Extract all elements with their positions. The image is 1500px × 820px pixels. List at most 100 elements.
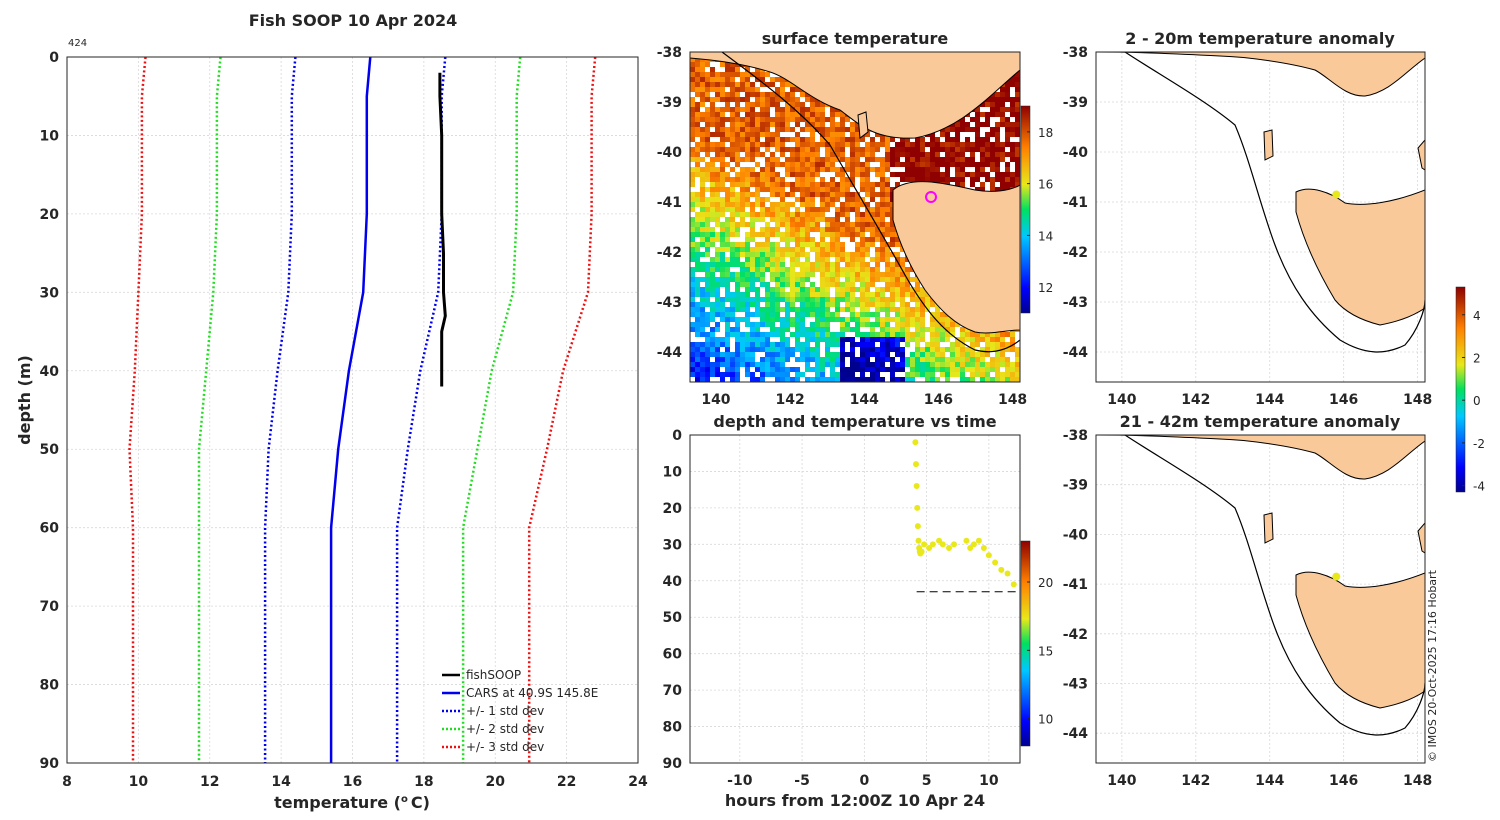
sst-pixel	[940, 177, 945, 182]
sst-pixel	[765, 177, 770, 182]
sst-pixel	[800, 192, 805, 197]
sst-pixel	[810, 107, 815, 112]
sst-pixel	[825, 272, 830, 277]
sst-pixel	[985, 172, 990, 177]
sst-pixel	[830, 377, 835, 382]
sst-pixel	[1015, 87, 1020, 92]
sst-pixel	[995, 92, 1000, 97]
sst-pixel	[850, 287, 855, 292]
sst-pixel	[710, 67, 715, 72]
profile-y-tick-label: 10	[40, 128, 60, 144]
sst-pixel	[775, 192, 780, 197]
sst-pixel	[935, 162, 940, 167]
time-y-tick-label: 90	[663, 756, 683, 772]
sst-pixel	[770, 212, 775, 217]
sst-pixel	[940, 327, 945, 332]
anom2-location-marker	[1332, 572, 1341, 581]
sst-pixel	[905, 322, 910, 327]
sst-pixel	[910, 167, 915, 172]
sst-pixel	[820, 277, 825, 282]
sst-pixel	[750, 362, 755, 367]
sst-pixel	[860, 162, 865, 167]
sst-pixel	[845, 182, 850, 187]
sst-pixel	[995, 102, 1000, 107]
sst-pixel	[720, 127, 725, 132]
sst-pixel	[700, 72, 705, 77]
sst-pixel	[725, 62, 730, 67]
sst-pixel	[705, 287, 710, 292]
sst-pixel	[865, 132, 870, 137]
sst-pixel	[755, 297, 760, 302]
sst-pixel	[700, 187, 705, 192]
sst-pixel	[835, 212, 840, 217]
sst-pixel	[770, 187, 775, 192]
sst-pixel	[990, 342, 995, 347]
sst-pixel	[795, 282, 800, 287]
sst-pixel	[935, 367, 940, 372]
sst-pixel	[830, 182, 835, 187]
sst-pixel	[840, 272, 845, 277]
sst-pixel	[925, 302, 930, 307]
sst-pixel	[735, 362, 740, 367]
sst-pixel	[755, 287, 760, 292]
sst-pixel	[710, 187, 715, 192]
sst-pixel	[930, 162, 935, 167]
sst-pixel	[800, 217, 805, 222]
sst-pixel	[700, 227, 705, 232]
sst-pixel	[745, 262, 750, 267]
sst-pixel	[735, 117, 740, 122]
sst-pixel	[750, 217, 755, 222]
sst-pixel	[1015, 147, 1020, 152]
sst-pixel	[820, 312, 825, 317]
sst-pixel	[930, 137, 935, 142]
sst-pixel	[785, 302, 790, 307]
sst-pixel	[765, 142, 770, 147]
sst-pixel	[840, 202, 845, 207]
sst-pixel	[690, 372, 695, 377]
sst-pixel	[895, 252, 900, 257]
sst-pixel	[960, 167, 965, 172]
sst-pixel	[820, 307, 825, 312]
sst-pixel	[780, 202, 785, 207]
sst-pixel	[710, 302, 715, 307]
sst-pixel	[760, 277, 765, 282]
sst-pixel	[880, 327, 885, 332]
sst-pixel	[725, 307, 730, 312]
sst-pixel	[725, 272, 730, 277]
sst-pixel	[860, 242, 865, 247]
sst-pixel	[775, 137, 780, 142]
sst-pixel	[925, 367, 930, 372]
sst-pixel	[995, 377, 1000, 382]
sst-pixel	[910, 357, 915, 362]
sst-pixel	[725, 322, 730, 327]
sst-pixel	[815, 167, 820, 172]
sst-pixel	[695, 102, 700, 107]
sst-pixel	[865, 167, 870, 172]
sst-pixel	[855, 152, 860, 157]
sst-pixel	[825, 242, 830, 247]
sst-pixel	[900, 292, 905, 297]
sst-pixel	[810, 307, 815, 312]
sst-pixel	[695, 87, 700, 92]
sst-y-tick-label: -41	[657, 195, 682, 211]
sst-pixel	[905, 372, 910, 377]
sst-pixel	[1000, 357, 1005, 362]
sst-pixel	[700, 217, 705, 222]
sst-pixel	[830, 177, 835, 182]
sst-pixel	[870, 352, 875, 357]
sst-pixel	[845, 142, 850, 147]
sst-pixel	[820, 242, 825, 247]
sst-pixel	[700, 142, 705, 147]
time-colorbar	[1020, 540, 1031, 747]
sst-pixel	[805, 172, 810, 177]
sst-pixel	[695, 357, 700, 362]
sst-pixel	[900, 172, 905, 177]
sst-pixel	[845, 337, 850, 342]
sst-pixel	[845, 167, 850, 172]
sst-pixel	[770, 357, 775, 362]
sst-pixel	[825, 157, 830, 162]
sst-pixel	[710, 112, 715, 117]
sst-pixel	[885, 227, 890, 232]
profile-panel: Fish SOOP 10 Apr 2024 424 8 10 12 14 16 18 20 2…	[15, 11, 648, 812]
sst-pixel	[870, 257, 875, 262]
